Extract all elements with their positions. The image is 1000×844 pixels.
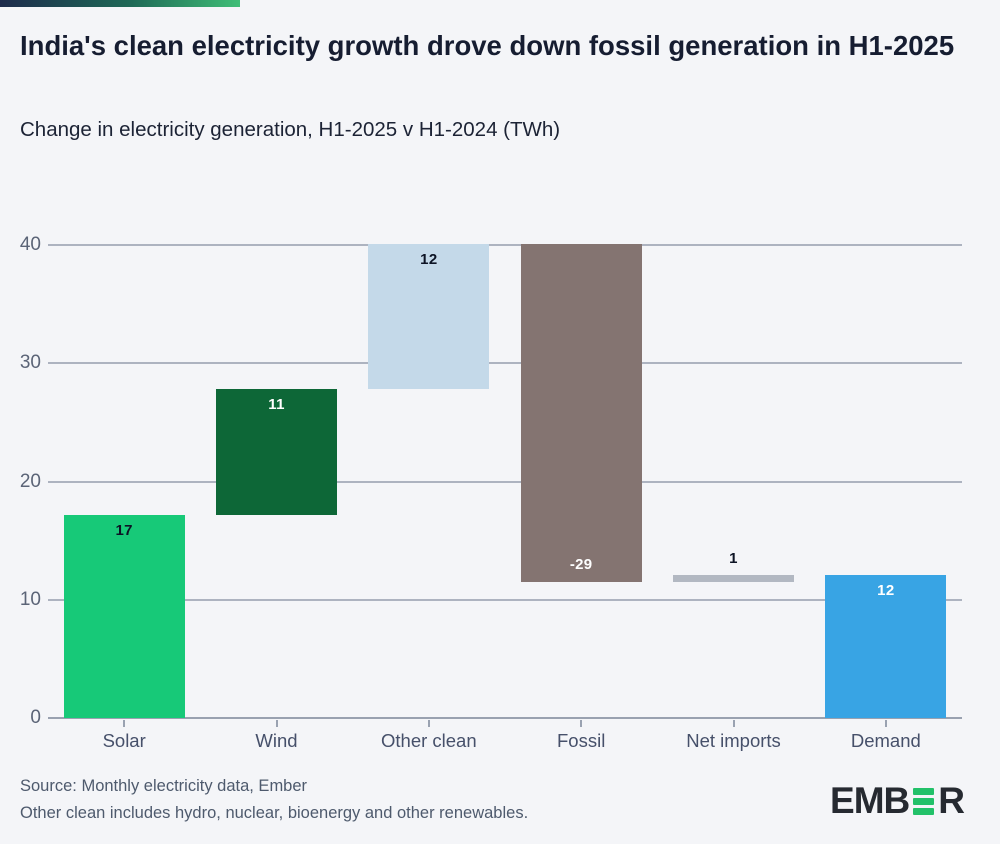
x-tick-solar <box>123 720 126 727</box>
y-tick-label-10: 10 <box>19 588 41 610</box>
x-label-fossil: Fossil <box>557 730 606 751</box>
plot-area: 17 11 12 -29 1 12 <box>48 243 962 719</box>
x-label-solar: Solar <box>102 730 146 751</box>
bar-solar <box>63 514 185 718</box>
bar-fossil <box>520 243 642 583</box>
bar-value-label-solar: 17 <box>115 521 133 539</box>
bar-net-imports <box>673 574 794 582</box>
bar-demand <box>825 574 947 718</box>
bar-other-clean <box>368 243 490 390</box>
bar-value-label-net-imports: 1 <box>729 549 738 567</box>
gridline-40 <box>48 244 962 246</box>
gridline-20 <box>48 480 962 483</box>
x-label-wind: Wind <box>255 730 298 751</box>
bar-value-label-wind: 11 <box>268 396 285 414</box>
y-tick-label-30: 30 <box>19 352 41 374</box>
x-axis: Solar Wind Other clean Fossil Net imports Dem… <box>48 718 962 768</box>
method-note: Other clean includes hydro, nuclear, bio… <box>20 803 529 822</box>
x-tick-demand <box>884 720 887 727</box>
ember-logo: EMB R <box>830 780 965 821</box>
ember-logo-e-icon <box>913 788 935 815</box>
footer-notes: Source: Monthly electricity data, Ember … <box>20 773 528 826</box>
x-tick-wind <box>275 720 278 727</box>
bar-value-label-other-clean: 12 <box>420 250 438 268</box>
bar-wind <box>216 389 337 515</box>
gridline-0 <box>48 717 962 719</box>
gridline-10 <box>48 598 962 601</box>
x-label-other-clean: Other clean <box>381 730 477 751</box>
ember-logo-text-prefix: EMB <box>830 780 910 821</box>
y-tick-label-0: 0 <box>30 707 41 728</box>
x-tick-fossil <box>580 720 583 727</box>
y-axis: 0 10 20 30 40 <box>0 234 41 728</box>
gridline-30 <box>48 362 962 365</box>
x-tick-net-imports <box>732 720 735 727</box>
y-tick-label-20: 20 <box>19 470 41 492</box>
bar-value-label-fossil: -29 <box>569 556 593 573</box>
x-tick-other-clean <box>427 720 430 727</box>
accent-gradient-bar <box>0 0 240 7</box>
x-label-demand: Demand <box>850 730 921 751</box>
ember-logo-text-suffix: R <box>938 780 965 821</box>
chart-title: India's clean electricity growth drove d… <box>20 30 955 61</box>
source-note: Source: Monthly electricity data, Ember <box>20 777 308 795</box>
bar-value-label-demand: 12 <box>877 581 895 599</box>
x-label-net-imports: Net imports <box>686 730 781 751</box>
y-tick-label-40: 40 <box>19 234 41 255</box>
chart-subtitle: Change in electricity generation, H1-202… <box>20 118 561 141</box>
